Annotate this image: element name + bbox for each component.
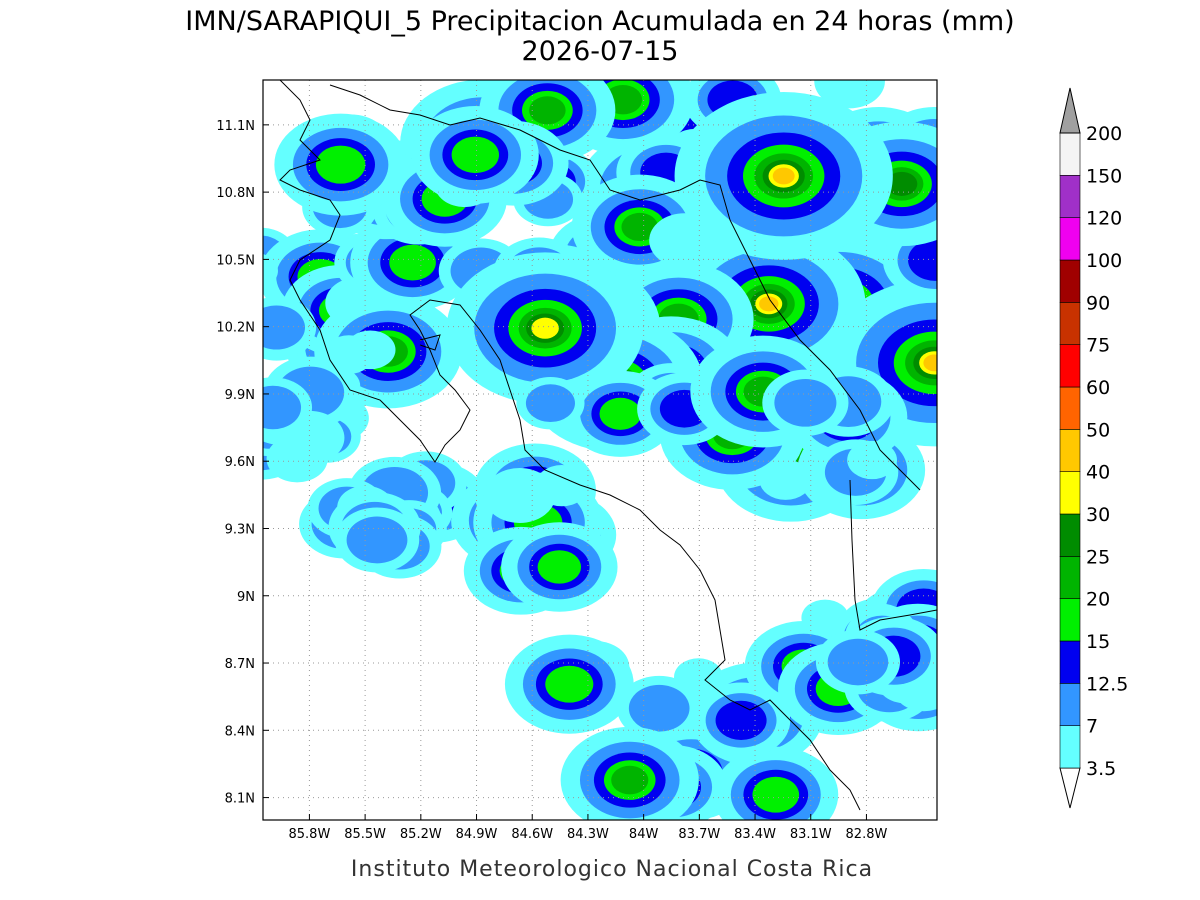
y-tick-label: 9.9N <box>225 388 255 403</box>
precip-blob <box>529 96 566 125</box>
colorbar-label: 60 <box>1086 377 1110 399</box>
y-tick-label: 10.8N <box>216 186 255 201</box>
map-frame <box>262 79 938 821</box>
precip-blob <box>772 167 795 185</box>
footer: Instituto Meteorologico Nacional Costa R… <box>351 857 873 882</box>
y-tick-label: 9.6N <box>225 455 255 470</box>
precip-blob <box>266 435 328 483</box>
precip-blob <box>263 253 278 288</box>
subtitle: 2026-07-15 <box>522 36 679 67</box>
precip-blob <box>621 212 659 242</box>
y-tick-label: 11.1N <box>216 119 255 134</box>
colorbar-label: 90 <box>1086 292 1110 314</box>
colorbar-label: 40 <box>1086 462 1110 484</box>
x-tick-label: 84.3W <box>567 827 609 842</box>
precip-blob <box>774 378 837 427</box>
y-tick-label: 8.7N <box>225 657 255 672</box>
colorbar-box <box>1059 471 1081 515</box>
precip-blob <box>886 171 918 196</box>
precip-blob <box>599 397 642 430</box>
x-tick-label: 85.5W <box>344 827 386 842</box>
x-tick-label: 85.8W <box>289 827 331 842</box>
precip-blob <box>451 136 500 174</box>
colorbar-label: 120 <box>1086 208 1122 230</box>
colorbar-label: 15 <box>1086 631 1110 653</box>
precip-blob <box>611 765 649 795</box>
precip-blob <box>263 305 305 350</box>
precip-blob <box>531 317 559 339</box>
colorbar-box <box>1059 429 1081 472</box>
x-tick-label: 83.1W <box>790 827 832 842</box>
colorbar-box <box>1059 259 1081 303</box>
precip-blob <box>847 440 898 480</box>
precip-blob <box>628 684 690 732</box>
gulf <box>419 334 441 351</box>
x-tick-label: 85.2W <box>400 827 442 842</box>
colorbar-label: 150 <box>1086 165 1122 187</box>
colorbar-box <box>1059 513 1081 557</box>
border-north <box>329 84 921 491</box>
precip-blob <box>263 385 302 430</box>
colorbar-box <box>1059 217 1081 261</box>
colorbar-label: 12.5 <box>1086 673 1128 695</box>
y-tick-label: 10.5N <box>216 253 255 268</box>
colorbar-box <box>1059 386 1081 430</box>
precip-blob <box>752 776 800 813</box>
precip-blob <box>908 239 937 281</box>
colorbar-label: 30 <box>1086 504 1110 526</box>
x-tick-label: 83.4W <box>734 827 776 842</box>
colorbar-box <box>1059 725 1081 769</box>
y-tick-label: 10.2N <box>216 321 255 336</box>
colorbar-label: 75 <box>1086 335 1110 357</box>
x-tick-label: 83.7W <box>678 827 720 842</box>
colorbar-label: 20 <box>1086 589 1110 611</box>
precip-blob <box>545 665 594 703</box>
precip-blob <box>346 516 408 564</box>
border-south <box>849 479 937 631</box>
precip-blob <box>759 296 779 312</box>
precip-field <box>263 80 937 820</box>
y-tick-label: 8.1N <box>225 792 255 807</box>
colorbar-low <box>1059 767 1081 809</box>
pacific-coast <box>279 80 861 811</box>
y-tick-label: 9N <box>237 590 255 605</box>
x-tick-label: 84.9W <box>456 827 498 842</box>
colorbar-box <box>1059 556 1081 599</box>
precip-blob <box>923 354 937 372</box>
colorbar-label: 7 <box>1086 716 1098 738</box>
colorbar: 3.5 7 12.5 15 20 25 30 40 50 60 75 90 100 120 150 200 <box>1059 87 1128 809</box>
colorbar-box <box>1059 640 1081 684</box>
colorbar-box <box>1059 132 1081 176</box>
x-tick-label: 82.8W <box>846 827 888 842</box>
grid: 85.8W 85.5W 85.2W 84.9W 84.6W 84.3W 84W 83.7W 83… <box>216 80 937 842</box>
colorbar-box <box>1059 302 1081 345</box>
colorbar-box <box>1059 344 1081 388</box>
y-tick-label: 9.3N <box>225 522 255 537</box>
y-tick-label: 8.4N <box>225 724 255 739</box>
precip-blob <box>535 465 589 507</box>
colorbar-box <box>1059 683 1081 726</box>
precip-blob <box>759 459 812 500</box>
x-tick-label: 84W <box>629 827 659 842</box>
colorbar-label: 100 <box>1086 250 1122 272</box>
title: IMN/SARAPIQUI_5 Precipitacion Acumulada … <box>185 6 1014 37</box>
precip-blob <box>537 550 582 584</box>
colorbar-label: 200 <box>1086 123 1122 145</box>
colorbar-high <box>1059 87 1081 134</box>
precip-blob <box>315 145 366 184</box>
coastlines <box>279 80 937 811</box>
colorbar-label: 50 <box>1086 419 1110 441</box>
precip-blob <box>715 700 767 740</box>
precip-blob <box>827 638 889 686</box>
precip-blob <box>389 244 436 281</box>
colorbar-label: 25 <box>1086 546 1110 568</box>
colorbar-label: 3.5 <box>1086 758 1116 780</box>
colorbar-box <box>1059 598 1081 642</box>
colorbar-box <box>1059 175 1081 218</box>
x-tick-label: 84.6W <box>511 827 553 842</box>
precip-blob <box>525 384 575 423</box>
